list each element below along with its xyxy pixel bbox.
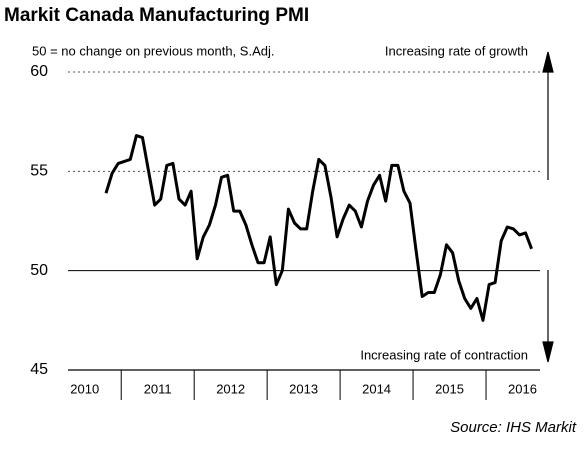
annotation: Increasing rate of growth [385, 43, 528, 58]
subtitle: 50 = no change on previous month, S.Adj. [32, 43, 274, 58]
x-tick-label: 2010 [70, 381, 99, 396]
y-tick-label: 45 [30, 361, 48, 378]
y-tick-label: 50 [30, 262, 48, 279]
x-tick-label: 2014 [362, 381, 391, 396]
x-tick-label: 2013 [289, 381, 318, 396]
line-series [104, 134, 534, 322]
y-tick-label: 55 [30, 163, 48, 180]
x-tick-label: 2015 [435, 381, 464, 396]
y-tick-label: 60 [30, 63, 48, 80]
source: Source: IHS Markit [450, 419, 577, 436]
chart-title: Markit Canada Manufacturing PMI [4, 5, 309, 26]
x-tick-label: 2011 [144, 381, 172, 396]
x-tick-label: 2012 [216, 381, 245, 396]
arrows [542, 51, 554, 363]
x-tick-label: 2016 [508, 381, 537, 396]
annotation: Increasing rate of contraction [360, 347, 528, 362]
